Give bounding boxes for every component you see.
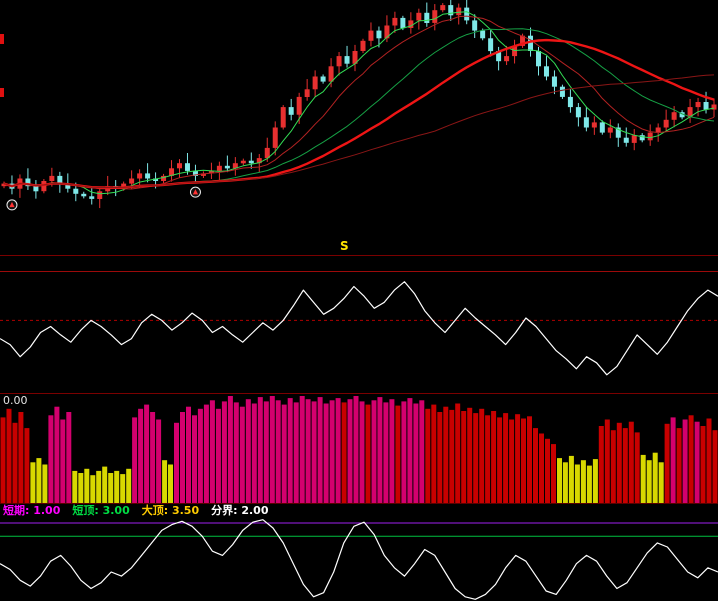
sell-signal-label: S — [340, 239, 349, 253]
indicator-param-big-top: 大顶: 3.50 — [141, 504, 200, 517]
left-edge-mark — [0, 34, 4, 44]
oscillator-chart-1[interactable] — [0, 272, 718, 393]
panel-divider — [0, 255, 718, 256]
indicator-param-short-top: 短顶: 3.00 — [72, 504, 130, 517]
signal-marker — [189, 186, 201, 198]
indicator-param-boundary: 分界: 2.00 — [211, 504, 269, 517]
panel-divider — [0, 271, 718, 272]
left-edge-mark — [0, 88, 4, 97]
candlestick-chart[interactable] — [0, 0, 718, 255]
indicator-value-label: 0.00 — [3, 394, 28, 407]
indicator-param-short-term: 短期: 1.00 — [3, 504, 61, 517]
signal-marker — [6, 199, 18, 211]
oscillator-chart-2[interactable] — [0, 518, 718, 601]
panel-divider — [0, 393, 718, 394]
panel-divider — [0, 503, 718, 504]
volume-bar-chart[interactable] — [0, 396, 718, 503]
indicator-parameter-row: 短期: 1.00 短顶: 3.00 大顶: 3.50 分界: 2.00 — [3, 504, 269, 518]
